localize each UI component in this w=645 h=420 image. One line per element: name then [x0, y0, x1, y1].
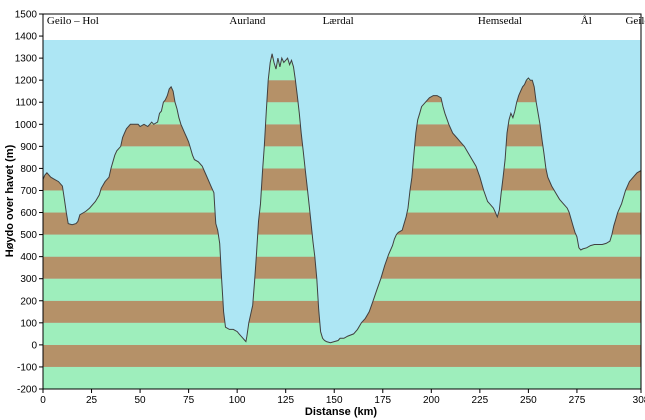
elevation-band	[43, 366, 641, 389]
x-tick-label: 25	[86, 395, 98, 406]
x-tick-label: 50	[135, 395, 147, 406]
place-label: Ål	[581, 15, 592, 27]
x-axis: 0 25 50 75 100 125 150 175 200 225 250 275 308	[40, 389, 645, 406]
x-tick-label: 100	[229, 395, 246, 406]
y-tick-label: -100	[17, 362, 37, 373]
y-axis: -200 -100 0 100 200 300 400 500 600 700 800 900 1000…	[15, 10, 43, 396]
x-tick-label: 125	[277, 395, 294, 406]
x-tick-label: 175	[374, 395, 391, 406]
y-tick-label: 800	[20, 164, 37, 175]
y-tick-label: 1400	[15, 32, 38, 43]
place-label-strip	[43, 14, 641, 40]
x-tick-label: 200	[423, 395, 440, 406]
place-label: Lærdal	[323, 15, 354, 27]
y-tick-label: 700	[20, 186, 37, 197]
y-tick-label: 1300	[15, 54, 38, 65]
x-tick-label: 275	[569, 395, 586, 406]
y-tick-label: 300	[20, 274, 37, 285]
y-tick-label: 0	[31, 340, 37, 351]
y-tick-label: 1000	[15, 120, 38, 131]
y-tick-label: 200	[20, 296, 37, 307]
x-axis-title: Distanse (km)	[305, 406, 377, 418]
place-labels: Geilo – Hol Aurland Lærdal Hemsedal Ål Geilo	[47, 15, 645, 27]
elevation-profile-line	[42, 53, 642, 344]
y-tick-label: 1100	[15, 98, 37, 109]
place-label: Aurland	[229, 15, 266, 27]
x-tick-label: 225	[472, 395, 489, 406]
x-tick-label: 250	[520, 395, 537, 406]
y-tick-label: -200	[17, 385, 37, 396]
plot-frame	[42, 13, 642, 390]
x-tick-label: 308	[633, 395, 645, 406]
x-tick-label: 150	[326, 395, 343, 406]
y-tick-label: 1200	[15, 76, 38, 87]
place-label: Hemsedal	[478, 15, 522, 27]
y-tick-label: 400	[20, 252, 37, 263]
y-tick-label: 100	[20, 318, 37, 329]
y-tick-label: 1500	[15, 10, 38, 21]
x-tick-label: 0	[40, 395, 46, 406]
y-tick-label: 900	[20, 142, 37, 153]
place-label: Geilo	[625, 15, 645, 27]
y-tick-label: 500	[20, 230, 37, 241]
y-tick-label: 600	[20, 208, 37, 219]
y-axis-title: Høydo over havet (m)	[4, 144, 16, 257]
place-label: Geilo – Hol	[47, 15, 99, 27]
elevation-band	[43, 344, 641, 367]
x-tick-label: 75	[183, 395, 195, 406]
